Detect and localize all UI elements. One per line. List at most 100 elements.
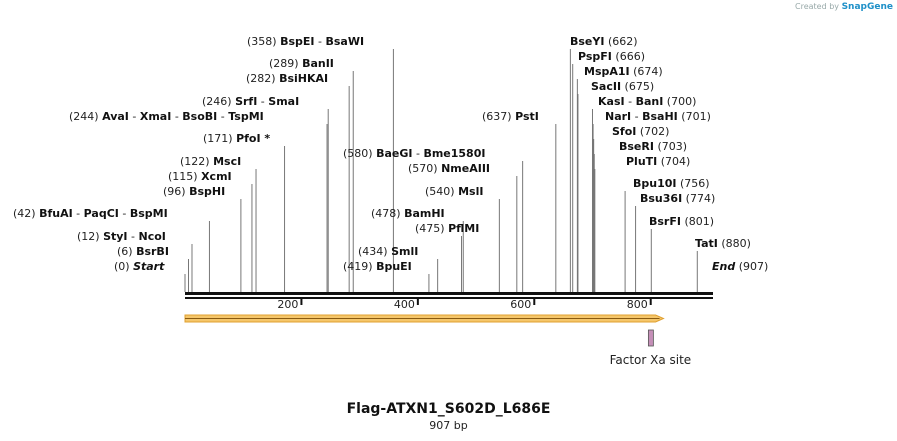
restriction-site-label: End (907) <box>712 260 768 273</box>
restriction-site-label: PspFI (666) <box>578 50 645 63</box>
site-name: SmlI <box>391 245 418 258</box>
site-position: (756) <box>677 177 710 190</box>
restriction-site-label: (570) NmeAIII <box>408 162 490 175</box>
site-position: (540) <box>425 185 458 198</box>
site-name: PstI <box>515 110 539 123</box>
ruler-tick-label: 200 <box>277 298 298 311</box>
site-name: BseRI <box>619 140 654 153</box>
site-position: (580) <box>343 147 376 160</box>
site-name: BanII <box>302 57 334 70</box>
restriction-site-label: BseRI (703) <box>619 140 687 153</box>
backbone-bottom <box>185 297 713 299</box>
restriction-site-label: (96) BspHI <box>163 185 225 198</box>
ruler-tick <box>300 297 303 305</box>
restriction-site-label: (434) SmlI <box>358 245 418 258</box>
site-position: (434) <box>358 245 391 258</box>
site-name: Bpu10I <box>633 177 677 190</box>
site-position: (675) <box>621 80 654 93</box>
ruler-tick-label: 400 <box>394 298 415 311</box>
site-name: SacII <box>591 80 621 93</box>
site-name: AvaI <box>102 110 129 123</box>
site-name: BsrFI <box>649 215 681 228</box>
restriction-site-label: (42) BfuAI - PaqCI - BspMI <box>13 207 168 220</box>
site-position: (674) <box>630 65 663 78</box>
snapgene-logo-text: SnapGene <box>841 2 893 12</box>
site-name: TspMI <box>228 110 264 123</box>
site-name: NcoI <box>139 230 166 243</box>
factor-xa-site <box>647 329 654 347</box>
restriction-site-label: (478) BamHI <box>371 207 445 220</box>
restriction-site-label: SfoI (702) <box>612 125 669 138</box>
restriction-site-label: (419) BpuEI <box>343 260 412 273</box>
site-position: (358) <box>247 35 280 48</box>
site-position: (774) <box>682 192 715 205</box>
site-position: (478) <box>371 207 404 220</box>
credit-text: Created by <box>795 2 840 11</box>
restriction-site-label: MspA1I (674) <box>584 65 663 78</box>
site-position: (246) <box>202 95 235 108</box>
restriction-site-label: (475) PflMI <box>415 222 479 235</box>
restriction-site-label: (0) Start <box>114 260 165 273</box>
site-name: SrfI <box>235 95 257 108</box>
site-name: XcmI <box>201 170 232 183</box>
restriction-site-label: TatI (880) <box>695 237 751 250</box>
site-name: PspFI <box>578 50 612 63</box>
site-name: BanI <box>636 95 664 108</box>
site-name: NmeAIII <box>441 162 490 175</box>
ruler-tick <box>533 297 536 305</box>
factor-xa-site-label: Factor Xa site <box>610 353 692 367</box>
restriction-site-label: (6) BsrBI <box>117 245 169 258</box>
restriction-site-label: (244) AvaI - XmaI - BsoBI - TspMI <box>69 110 264 123</box>
ruler-tick <box>416 297 419 305</box>
site-name: PluTI <box>626 155 657 168</box>
site-position: (637) <box>482 110 515 123</box>
site-position: (570) <box>408 162 441 175</box>
site-position: (880) <box>718 237 751 250</box>
restriction-site-label: PluTI (704) <box>626 155 690 168</box>
site-name: PflMI <box>448 222 479 235</box>
site-name: StyI <box>103 230 127 243</box>
site-position: (475) <box>415 222 448 235</box>
site-position: (6) <box>117 245 136 258</box>
site-position: (704) <box>657 155 690 168</box>
site-name: PaqCI <box>84 207 119 220</box>
site-position: (12) <box>77 230 103 243</box>
sequence-map: 200 400 600 800 (358) BspEI - BsaWI (289) Ban… <box>13 35 768 367</box>
site-position: (666) <box>612 50 645 63</box>
snapgene-credit: Created by SnapGene <box>795 2 893 12</box>
site-name: BsoBI <box>182 110 217 123</box>
restriction-site-label: SacII (675) <box>591 80 654 93</box>
restriction-site-label: (637) PstI <box>482 110 539 123</box>
site-position: (700) <box>663 95 696 108</box>
site-position: (115) <box>168 170 201 183</box>
site-position: (96) <box>163 185 189 198</box>
restriction-site-label: (540) MslI <box>425 185 483 198</box>
site-name: MscI <box>213 155 241 168</box>
site-name: KasI <box>598 95 625 108</box>
site-position: (662) <box>604 35 637 48</box>
site-position: (42) <box>13 207 39 220</box>
site-name: BamHI <box>404 207 445 220</box>
site-name: BsaHI <box>642 110 678 123</box>
ruler-tick-label: 600 <box>510 298 531 311</box>
site-position: (702) <box>636 125 669 138</box>
sequence-length: 907 bp <box>429 419 468 432</box>
sequence-title: Flag-ATXN1_S602D_L686E <box>346 401 551 417</box>
site-position: (122) <box>180 155 213 168</box>
site-name: BaeGI <box>376 147 412 160</box>
site-position: (244) <box>69 110 102 123</box>
restriction-site-label: BsrFI (801) <box>649 215 714 228</box>
restriction-site-label: (358) BspEI - BsaWI <box>247 35 364 48</box>
site-position: (701) <box>678 110 711 123</box>
site-name: BspMI <box>130 207 168 220</box>
restriction-site-label: (115) XcmI <box>168 170 232 183</box>
restriction-site-label: (282) BsiHKAI <box>246 72 328 85</box>
site-position: (282) <box>246 72 279 85</box>
restriction-site-label: (289) BanII <box>269 57 334 70</box>
restriction-site-label: Bpu10I (756) <box>633 177 710 190</box>
site-position: (419) <box>343 260 376 273</box>
restriction-site-label: KasI - BanI (700) <box>598 95 696 108</box>
site-position: (0) <box>114 260 133 273</box>
backbone-top <box>185 292 713 295</box>
site-name: SfoI <box>612 125 636 138</box>
